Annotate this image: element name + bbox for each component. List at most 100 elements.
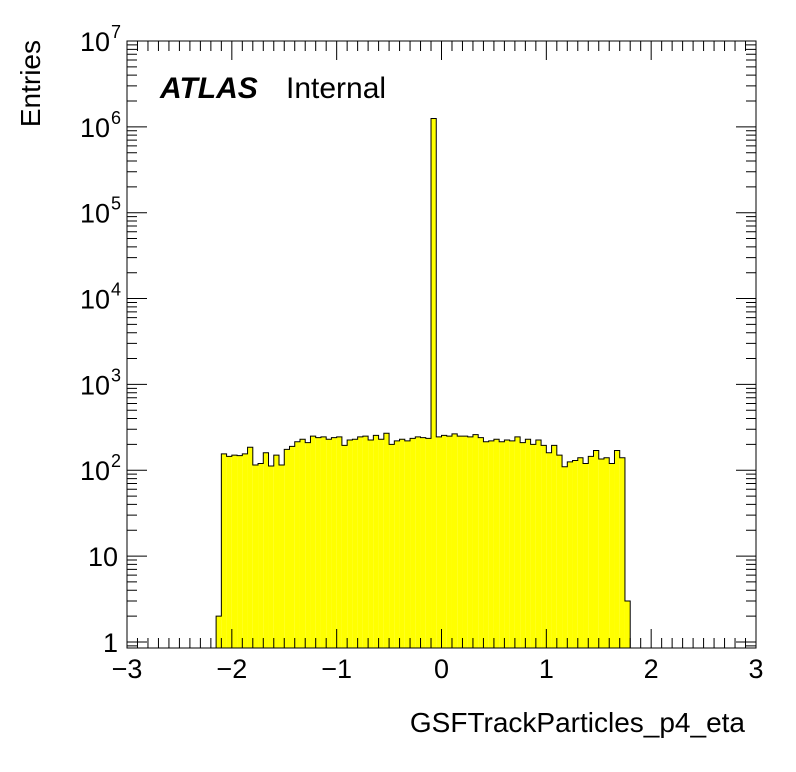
y-tick-exponent: 7 [111,22,121,42]
histogram-bin [583,463,589,648]
histogram-bin [436,436,442,648]
histogram-bin [404,440,411,648]
histogram-bin [320,436,327,648]
histogram-bin [541,445,547,648]
histogram-bin [457,436,463,648]
histogram-bin [347,440,353,648]
histogram-bin [609,463,615,648]
histogram-bin [441,435,447,648]
histogram-bin [284,449,290,648]
histogram-bin [472,434,479,648]
histogram-bin [462,436,468,648]
histogram-bin [546,452,552,648]
x-tick-label: 1 [539,654,554,684]
y-tick-exponent: 3 [111,365,121,385]
y-axis-title: Entries [15,40,46,127]
histogram-bin [593,450,599,648]
histogram-bin [504,440,510,648]
histogram-bin [237,455,243,648]
histogram-bin [305,442,311,648]
histogram-bin [247,447,253,648]
histogram-bin [514,436,521,648]
histogram-bin [326,439,332,648]
axis-tick-marks [126,40,757,648]
y-tick-label: 1 [103,628,118,658]
histogram-bin [478,437,484,648]
axes-ticks [126,40,757,648]
histogram-outline [215,118,631,648]
x-tick-label: 2 [644,654,659,684]
histogram-bin [562,466,568,648]
histogram-bin [446,436,452,648]
histogram-bin [431,118,437,649]
histogram-bin [315,437,321,648]
histogram-bin [520,442,526,648]
histogram-bin [362,436,369,648]
histogram-bin [567,461,573,648]
histogram-bin [488,440,494,648]
histogram-bin [525,439,531,648]
histogram-bin [383,433,390,648]
x-axis-title: GSFTrackParticles_p4_eta [410,707,746,738]
histogram-bin [279,465,285,648]
histogram-bin [357,436,363,648]
histogram-bin [273,455,280,648]
histogram-bin [535,440,542,648]
y-tick-label: 10 [88,542,118,572]
histogram-bin [415,436,421,648]
histogram-bars [215,118,631,649]
y-tick-label: 10 [80,199,110,229]
x-tick-label: −2 [216,654,247,684]
histogram-bin [226,456,232,648]
x-tick-label: 3 [748,654,763,684]
histogram-bin [425,438,432,648]
histogram-bin [410,438,416,648]
histogram-bin [268,466,274,648]
histogram-bin [331,437,337,648]
histogram-bin [373,435,379,648]
histogram-bin [499,441,505,648]
experiment-label: ATLAS [159,72,258,105]
y-tick-label: 10 [80,113,110,143]
histogram-bin [577,457,584,648]
histogram-bin [467,436,473,648]
y-tick-label: 10 [80,370,110,400]
histogram-bin [493,439,500,648]
histogram-bin [242,453,248,648]
histogram-bin [352,439,358,648]
y-tick-label: 10 [80,456,110,486]
histogram-bin [258,463,264,648]
y-tick-exponent: 2 [111,451,121,471]
y-tick-exponent: 4 [111,280,121,300]
histogram-bin [252,465,259,648]
x-tick-label: 0 [434,654,449,684]
histogram-bin [483,441,489,648]
histogram-bin [556,455,563,648]
histogram-bin [221,453,227,648]
histogram-bin [572,460,578,648]
histogram-bin [289,446,295,648]
histogram-bin [263,452,269,648]
histogram-bin [310,436,316,648]
y-tick-exponent: 6 [111,108,121,128]
histogram-bin [336,436,342,648]
histogram-bin [451,433,458,648]
histogram-bin [389,444,395,648]
histogram-bin [231,455,238,648]
histogram-bin [530,444,536,648]
x-tick-label: −3 [112,654,143,684]
histogram-bin [378,439,384,648]
histogram-bin [603,457,610,648]
histogram-bin [509,440,515,648]
histogram-bin [614,450,620,648]
histogram-bin [598,459,604,648]
histogram-bin [420,437,426,648]
y-tick-label: 10 [80,285,110,315]
histogram-bin [399,439,405,648]
histogram-bin [294,441,300,648]
histogram-bin [551,445,557,648]
histogram-bin [619,457,625,648]
histogram-bin [368,440,374,648]
